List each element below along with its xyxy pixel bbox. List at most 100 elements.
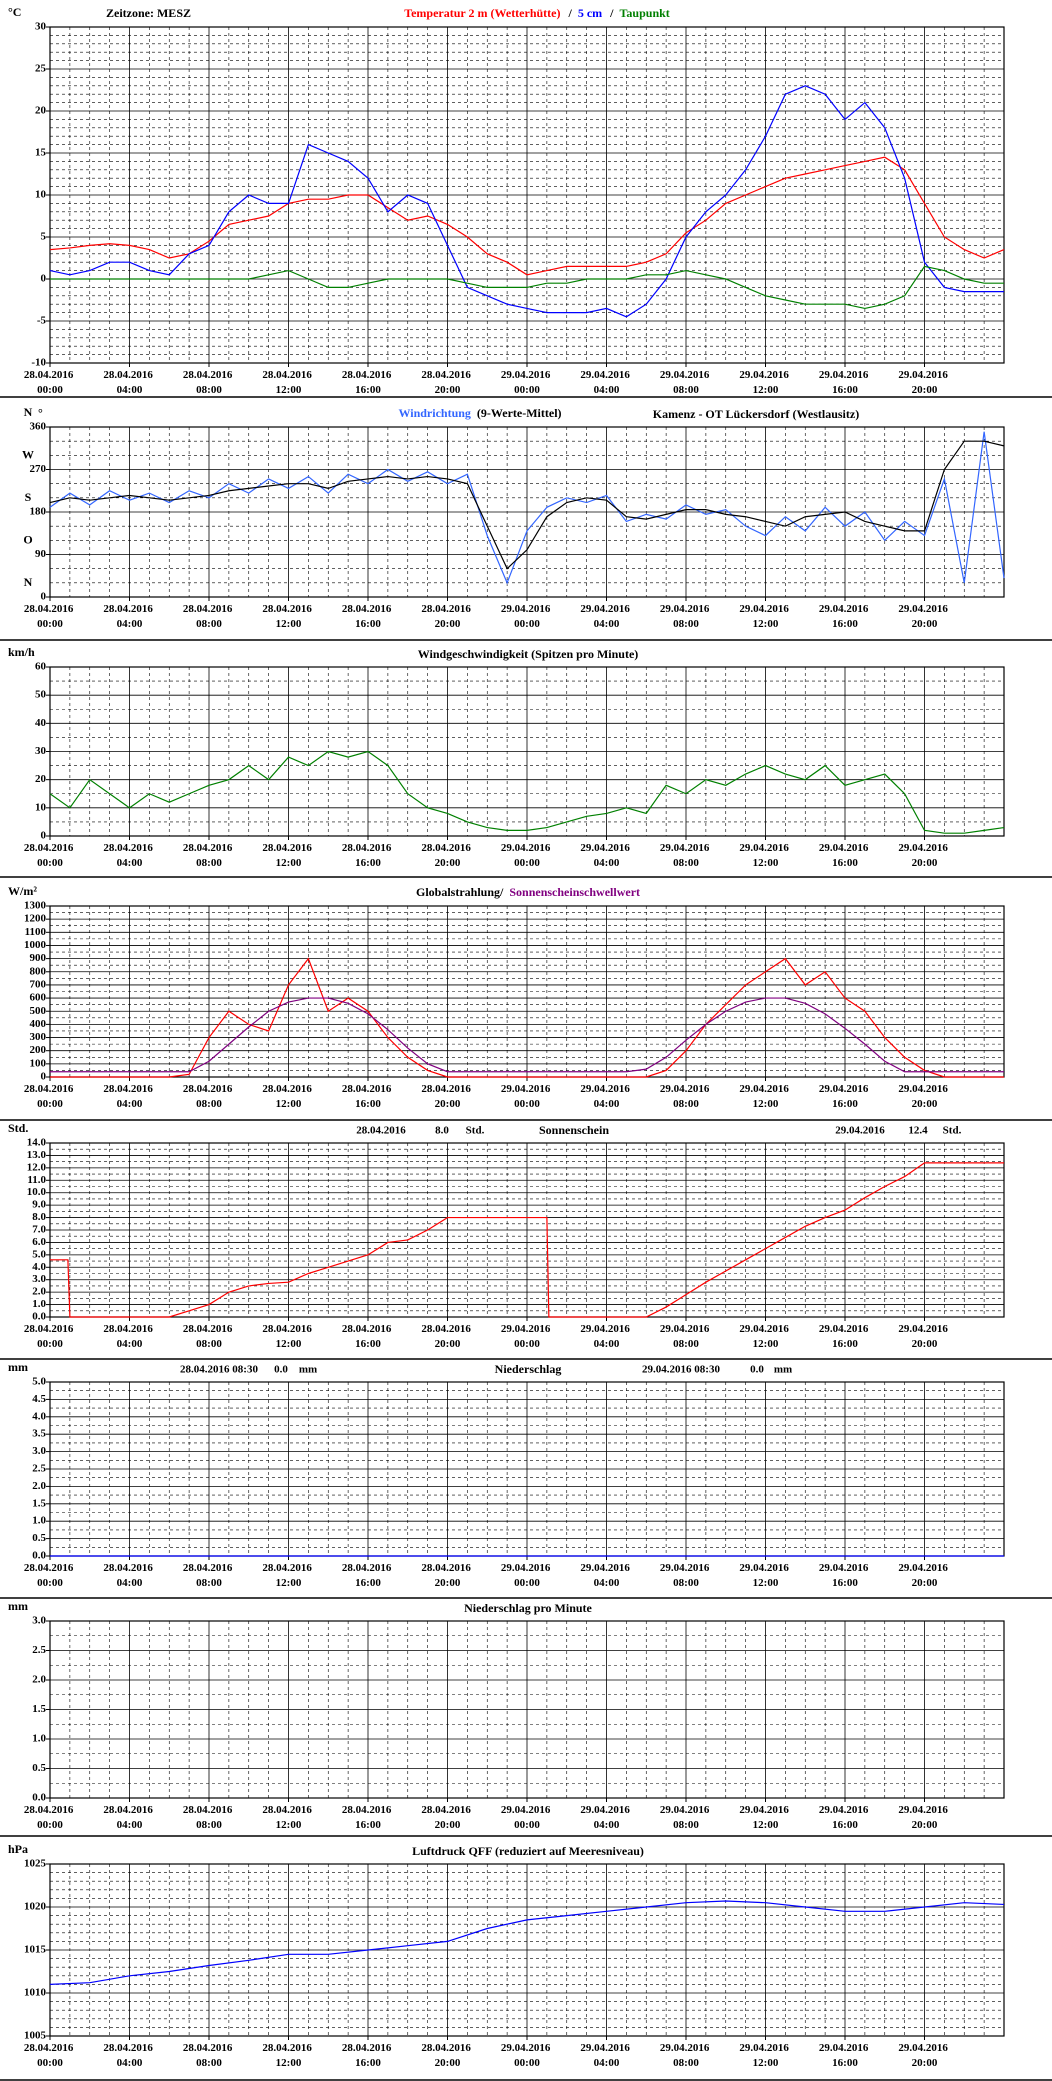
y-tick-label: 1025 (24, 1858, 47, 1870)
x-tick-label: 29.04.2016 08:00 (660, 603, 712, 630)
x-tick-label: 29.04.2016 12:00 (739, 1804, 791, 1831)
y-axis-unit: °C (8, 5, 21, 19)
y-tick-label: 3.5 (32, 1428, 46, 1440)
x-tick-time: 12:00 (753, 618, 779, 630)
x-tick-label: 28.04.2016 20:00 (421, 1323, 473, 1350)
x-tick-label: 28.04.2016 12:00 (262, 1323, 314, 1350)
compass-label: N (24, 575, 33, 589)
x-tick-time: 20:00 (435, 1819, 461, 1831)
x-tick-label: 28.04.2016 20:00 (421, 2042, 473, 2069)
chart-title: Luftdruck QFF (reduziert auf Meeresnivea… (412, 1844, 644, 1858)
x-tick-label: 28.04.2016 04:00 (103, 1323, 155, 1350)
compass-label: N (24, 405, 33, 419)
x-tick-label: 29.04.2016 20:00 (898, 1323, 950, 1350)
x-tick-date: 29.04.2016 (898, 1083, 950, 1095)
x-tick-label: 29.04.2016 08:00 (660, 842, 712, 869)
y-tick-label: 1015 (24, 1944, 47, 1956)
y-tick-label: 4.0 (32, 1261, 46, 1273)
y-tick-label: 5.0 (32, 1376, 46, 1388)
x-tick-label: 29.04.2016 04:00 (580, 1083, 632, 1110)
y-tick-label: 2.0 (32, 1674, 46, 1686)
x-tick-time: 16:00 (832, 384, 858, 396)
x-tick-date: 29.04.2016 (580, 1804, 632, 1816)
y-tick-label: 700 (30, 978, 47, 990)
x-tick-label: 28.04.2016 12:00 (262, 369, 314, 396)
y-tick-label: 8.0 (32, 1211, 46, 1223)
y-tick-label: 15 (35, 147, 47, 159)
x-tick-time: 16:00 (832, 1577, 858, 1589)
x-tick-time: 08:00 (673, 1098, 699, 1110)
x-tick-date: 29.04.2016 (739, 1804, 791, 1816)
x-tick-label: 29.04.2016 20:00 (898, 1804, 950, 1831)
x-tick-label: 29.04.2016 04:00 (580, 842, 632, 869)
x-tick-time: 20:00 (912, 1338, 938, 1350)
x-tick-time: 20:00 (435, 1577, 461, 1589)
x-tick-label: 29.04.2016 08:00 (660, 1083, 712, 1110)
x-tick-date: 28.04.2016 (103, 842, 155, 854)
x-tick-date: 28.04.2016 (24, 369, 76, 381)
x-tick-date: 28.04.2016 (342, 1083, 394, 1095)
y-tick-label: 600 (30, 992, 47, 1004)
x-tick-label: 29.04.2016 12:00 (739, 842, 791, 869)
x-tick-date: 29.04.2016 (739, 603, 791, 615)
x-tick-time: 08:00 (196, 1577, 222, 1589)
x-tick-label: 29.04.2016 20:00 (898, 603, 950, 630)
x-tick-time: 04:00 (594, 384, 620, 396)
x-tick-time: 08:00 (196, 618, 222, 630)
x-tick-label: 28.04.2016 12:00 (262, 2042, 314, 2069)
y-tick-label: 1.0 (32, 1515, 46, 1527)
x-tick-date: 29.04.2016 (739, 842, 791, 854)
y-tick-label: 9.0 (32, 1199, 46, 1211)
x-tick-date: 29.04.2016 (660, 842, 712, 854)
x-tick-time: 20:00 (912, 1098, 938, 1110)
x-tick-label: 29.04.2016 04:00 (580, 369, 632, 396)
x-tick-label: 28.04.2016 00:00 (24, 2042, 76, 2069)
x-tick-date: 28.04.2016 (103, 2042, 155, 2054)
x-tick-time: 08:00 (196, 384, 222, 396)
x-tick-time: 20:00 (435, 1098, 461, 1110)
x-tick-label: 28.04.2016 20:00 (421, 603, 473, 630)
x-tick-label: 29.04.2016 12:00 (739, 1083, 791, 1110)
x-tick-label: 29.04.2016 12:00 (739, 603, 791, 630)
x-tick-date: 29.04.2016 (819, 369, 871, 381)
x-tick-time: 20:00 (435, 2057, 461, 2069)
x-tick-date: 29.04.2016 (501, 603, 553, 615)
y-tick-label: 900 (30, 952, 47, 964)
x-tick-date: 28.04.2016 (183, 369, 235, 381)
y-tick-label: 2.0 (32, 1286, 46, 1298)
y-tick-label: -10 (31, 357, 46, 369)
total-date: 29.04.2016 08:30 (642, 1364, 720, 1376)
x-tick-time: 04:00 (117, 857, 143, 869)
x-tick-date: 28.04.2016 (342, 1323, 394, 1335)
x-tick-date: 29.04.2016 (819, 1804, 871, 1816)
x-tick-date: 28.04.2016 (103, 1323, 155, 1335)
x-tick-label: 29.04.2016 16:00 (819, 1562, 871, 1589)
x-tick-time: 16:00 (832, 1819, 858, 1831)
compass-label: W (22, 447, 34, 461)
x-tick-date: 29.04.2016 (580, 603, 632, 615)
x-tick-date: 28.04.2016 (342, 2042, 394, 2054)
y-tick-label: 1.0 (32, 1298, 46, 1310)
x-tick-label: 28.04.2016 20:00 (421, 1083, 473, 1110)
x-tick-time: 12:00 (276, 1098, 302, 1110)
x-tick-time: 20:00 (435, 1338, 461, 1350)
y-axis-unit: hPa (8, 1842, 28, 1856)
x-tick-time: 08:00 (673, 384, 699, 396)
x-tick-label: 28.04.2016 04:00 (103, 1562, 155, 1589)
plot-frame (49, 1620, 1005, 1799)
x-tick-label: 29.04.2016 00:00 (501, 842, 553, 869)
x-tick-time: 16:00 (832, 857, 858, 869)
plot-frame (49, 1863, 1005, 2037)
y-tick-label: 6.0 (32, 1236, 46, 1248)
x-tick-date: 28.04.2016 (262, 1323, 314, 1335)
data-line (49, 750, 1005, 834)
x-tick-time: 00:00 (37, 384, 63, 396)
x-tick-date: 28.04.2016 (262, 1083, 314, 1095)
x-tick-time: 20:00 (435, 857, 461, 869)
x-tick-time: 04:00 (594, 2057, 620, 2069)
y-tick-label: 0 (41, 591, 47, 603)
x-tick-label: 28.04.2016 08:00 (183, 2042, 235, 2069)
x-tick-label: 29.04.2016 08:00 (660, 2042, 712, 2069)
legend-entry: (9-Werte-Mittel) (477, 406, 562, 420)
